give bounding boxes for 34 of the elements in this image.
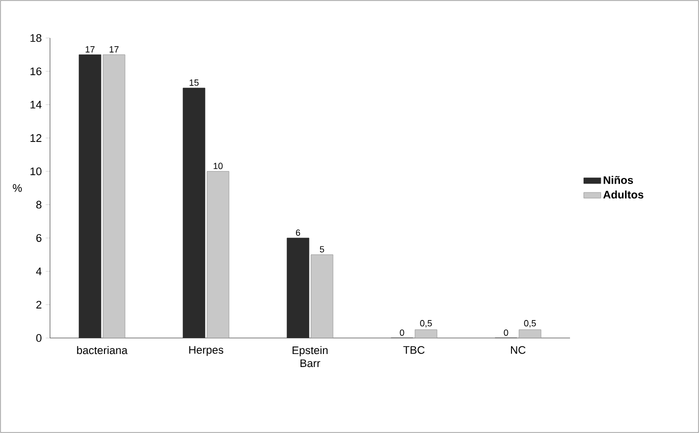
bar — [102, 54, 126, 338]
y-axis-title: % — [12, 184, 22, 192]
data-label: 0 — [504, 329, 508, 336]
y-tick-label: 16 — [30, 67, 42, 76]
data-label: 0,5 — [524, 320, 536, 328]
bar — [182, 88, 206, 338]
y-tick-label: 0 — [36, 334, 42, 342]
y-tick-label: 8 — [36, 200, 42, 209]
bar — [78, 54, 102, 338]
data-label: 17 — [86, 46, 95, 52]
y-tick-label: 2 — [36, 300, 42, 308]
data-label: 15 — [190, 80, 199, 86]
data-label: 17 — [110, 46, 119, 52]
x-tick-label: Herpes — [189, 346, 224, 356]
data-label: 0 — [400, 329, 404, 336]
x-tick-label: bacteriana — [77, 346, 128, 354]
y-tick-label: 4 — [36, 268, 42, 276]
legend-label: Niños — [604, 176, 633, 184]
data-label: 5 — [320, 246, 324, 252]
x-tick-label: Epstein Barr — [292, 346, 328, 368]
x-tick-label: TBC — [403, 346, 425, 354]
bar — [310, 254, 334, 338]
bar — [286, 238, 310, 338]
y-tick-label: 10 — [30, 167, 42, 176]
data-label: 6 — [296, 229, 300, 236]
bar — [206, 171, 230, 338]
data-label: 10 — [214, 162, 223, 170]
legend-label: Adultos — [603, 190, 644, 199]
y-tick-label: 6 — [36, 234, 42, 242]
y-tick-label: 12 — [30, 134, 42, 142]
data-label: 0,5 — [420, 320, 432, 328]
y-tick-label: 14 — [30, 100, 42, 108]
x-tick-label: NC — [510, 346, 526, 354]
y-tick-label: 18 — [30, 34, 42, 42]
